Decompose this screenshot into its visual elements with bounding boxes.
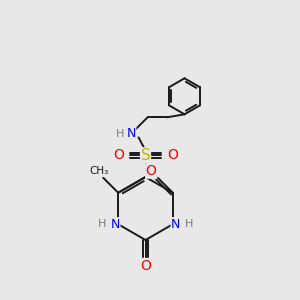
Text: H: H	[116, 129, 124, 139]
Text: S: S	[141, 148, 150, 163]
Text: N: N	[171, 218, 181, 231]
Text: O: O	[140, 259, 151, 272]
Text: N: N	[110, 218, 120, 231]
Text: O: O	[113, 148, 124, 162]
Text: O: O	[146, 164, 157, 178]
Text: N: N	[126, 127, 136, 140]
Text: H: H	[185, 219, 194, 229]
Text: H: H	[98, 219, 106, 229]
Text: O: O	[167, 148, 178, 162]
Text: CH₃: CH₃	[89, 166, 108, 176]
